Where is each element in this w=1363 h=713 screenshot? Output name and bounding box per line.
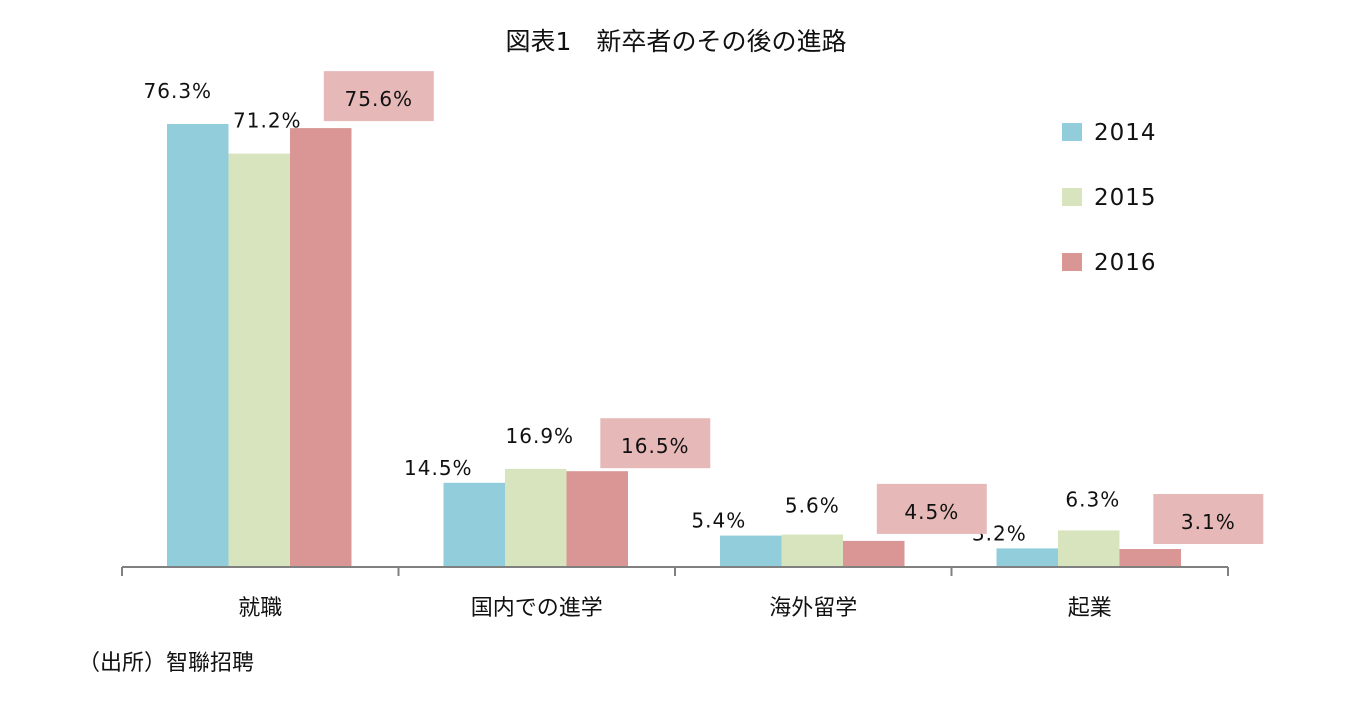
bar-2015-3 <box>1058 530 1120 567</box>
legend-label-2016: 2016 <box>1094 250 1157 276</box>
legend-label-2015: 2015 <box>1094 185 1157 211</box>
data-label-bg-2016-0 <box>323 71 434 122</box>
bar-2014-3 <box>996 548 1058 567</box>
data-label-2015-3: 6.3% <box>1065 487 1120 511</box>
data-label-2014-2: 5.4% <box>691 509 746 533</box>
legend-swatch-2016 <box>1062 253 1082 271</box>
bar-2016-1 <box>566 471 628 567</box>
data-label-2015-1: 16.9% <box>506 424 575 448</box>
bar-2014-0 <box>167 124 229 567</box>
data-label-2016-1: 16.5% <box>621 434 690 458</box>
bar-2016-2 <box>843 540 905 567</box>
chart-title: 図表1 新卒者のその後の進路 <box>506 27 847 56</box>
data-label-2016-0: 75.6% <box>345 87 414 111</box>
x-tick-label-0: 就職 <box>238 596 282 621</box>
bar-2016-3 <box>1119 549 1181 567</box>
data-label-2014-0: 76.3% <box>144 79 213 103</box>
data-labels-layer: 76.3%14.5%5.4%3.2%71.2%16.9%5.6% 6.3%75.6… <box>144 71 1264 545</box>
bar-2016-0 <box>290 128 352 567</box>
data-label-bg-2016-1 <box>600 418 711 469</box>
x-tick-label-1: 国内での進学 <box>471 596 603 621</box>
bar-2015-2 <box>781 534 843 567</box>
data-label-bg-2016-3 <box>1153 494 1264 544</box>
bar-2015-1 <box>505 468 567 567</box>
data-label-2015-0: 71.2% <box>233 109 302 133</box>
data-label-2016-2: 4.5% <box>904 500 959 524</box>
bar-2014-1 <box>443 482 505 567</box>
legend-label-2014: 2014 <box>1094 120 1157 146</box>
data-label-2015-2: 5.6% <box>785 494 840 518</box>
x-tick-label-3: 起業 <box>1068 596 1112 621</box>
bar-2015-0 <box>228 153 290 567</box>
x-axis: 就職 国内での進学 海外留学 起業 <box>121 566 1229 621</box>
bars-layer <box>167 124 1181 567</box>
data-label-2014-1: 14.5% <box>404 456 473 480</box>
bar-2014-2 <box>720 535 782 567</box>
legend-swatch-2014 <box>1062 123 1082 141</box>
x-tick-label-2: 海外留学 <box>769 596 857 621</box>
data-label-2016-3: 3.1% <box>1181 510 1236 534</box>
data-label-bg-2016-2 <box>876 483 987 534</box>
legend: 2014 2015 2016 <box>1062 120 1157 276</box>
legend-swatch-2015 <box>1062 188 1082 206</box>
source-note: （出所）智聯招聘 <box>78 651 254 676</box>
